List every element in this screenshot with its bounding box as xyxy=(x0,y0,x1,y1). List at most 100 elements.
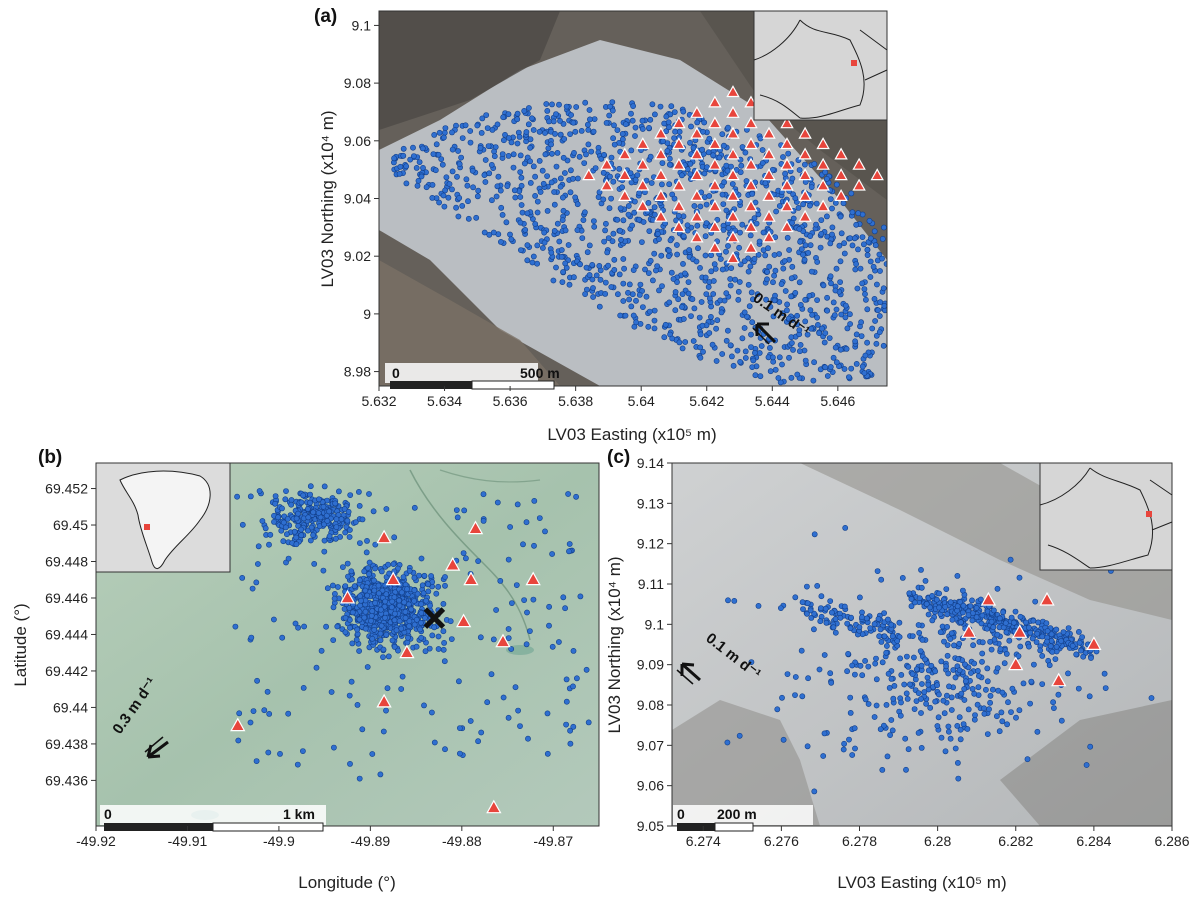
station-marker xyxy=(708,220,722,233)
icequake-point xyxy=(723,337,730,344)
icequake-point xyxy=(586,107,593,113)
station-marker xyxy=(636,199,650,212)
icequake-point xyxy=(772,267,779,274)
icequake-point xyxy=(391,155,397,162)
icequake-point xyxy=(493,193,500,200)
icequake-point xyxy=(788,374,795,381)
icequake-point xyxy=(1007,556,1014,563)
icequake-point xyxy=(800,606,806,612)
icequake-point xyxy=(560,194,566,201)
icequake-point xyxy=(510,164,517,171)
icequake-point xyxy=(282,496,289,503)
icequake-point xyxy=(560,269,566,275)
icequake-point xyxy=(527,158,533,165)
icequake-point xyxy=(378,622,385,629)
icequake-point xyxy=(440,134,447,141)
icequake-point xyxy=(556,639,562,645)
y-tick-label: 69.45 xyxy=(53,517,88,533)
icequake-point xyxy=(1050,699,1056,706)
station-marker xyxy=(744,178,758,191)
icequake-point xyxy=(765,245,771,252)
icequake-point xyxy=(310,509,317,516)
icequake-point xyxy=(952,745,959,752)
station-marker xyxy=(690,105,704,118)
icequake-point xyxy=(474,122,481,129)
icequake-point xyxy=(283,531,290,538)
icequake-point xyxy=(586,242,593,249)
station-marker xyxy=(744,137,758,150)
icequake-point xyxy=(862,658,868,664)
x-tick-label: -49.9 xyxy=(263,833,295,849)
icequake-point xyxy=(377,630,384,637)
icequake-point xyxy=(364,592,371,599)
icequake-point xyxy=(849,752,856,758)
icequake-point xyxy=(702,274,709,281)
icequake-point xyxy=(389,637,396,644)
icequake-point xyxy=(975,668,981,674)
icequake-point xyxy=(830,624,837,631)
icequake-point xyxy=(596,189,603,196)
icequake-point xyxy=(841,366,848,372)
x-tick-label: -49.89 xyxy=(351,833,391,849)
icequake-point xyxy=(832,616,839,622)
icequake-point xyxy=(320,503,327,510)
icequake-point xyxy=(871,621,878,627)
icequake-point xyxy=(380,646,387,653)
icequake-point xyxy=(581,160,588,166)
icequake-point xyxy=(859,672,866,679)
icequake-point xyxy=(687,171,694,177)
icequake-point xyxy=(739,221,746,228)
icequake-point xyxy=(305,514,312,521)
icequake-point xyxy=(949,616,956,623)
station-marker xyxy=(798,168,812,181)
station-marker xyxy=(618,147,632,160)
icequake-point xyxy=(837,279,843,285)
station-marker xyxy=(744,199,758,212)
icequake-point xyxy=(725,225,732,231)
icequake-point xyxy=(591,223,598,230)
icequake-point xyxy=(1083,762,1090,768)
icequake-point xyxy=(346,605,353,611)
icequake-point xyxy=(449,168,456,175)
y-tick-label: 69.446 xyxy=(45,590,88,606)
icequake-point xyxy=(568,112,574,118)
icequake-point xyxy=(293,515,300,522)
icequake-point xyxy=(663,128,670,135)
icequake-point xyxy=(419,145,426,152)
icequake-point xyxy=(656,287,662,294)
station-marker xyxy=(455,613,472,628)
icequake-point xyxy=(972,712,978,718)
x-marker-icon xyxy=(423,607,446,629)
icequake-point xyxy=(805,675,811,682)
icequake-point xyxy=(1051,705,1057,711)
icequake-point xyxy=(534,198,541,205)
icequake-point xyxy=(307,491,313,498)
icequake-point xyxy=(725,327,731,334)
icequake-point xyxy=(821,730,828,737)
icequake-point xyxy=(1004,721,1010,728)
icequake-point xyxy=(247,493,254,500)
icequake-point xyxy=(449,129,455,136)
icequake-point xyxy=(497,238,504,245)
icequake-point xyxy=(465,215,472,222)
station-marker xyxy=(672,137,686,150)
icequake-point xyxy=(934,682,940,689)
icequake-point xyxy=(707,295,713,302)
icequake-point xyxy=(254,677,260,684)
station-marker xyxy=(744,240,758,253)
icequake-point xyxy=(881,303,887,309)
icequake-point xyxy=(657,103,664,110)
icequake-point xyxy=(529,259,536,266)
icequake-point xyxy=(786,354,792,361)
icequake-point xyxy=(536,515,543,521)
icequake-point xyxy=(429,194,436,201)
icequake-point xyxy=(752,349,758,356)
icequake-point xyxy=(880,342,887,349)
icequake-point xyxy=(399,673,406,680)
station-marker xyxy=(780,220,794,233)
icequake-point xyxy=(752,372,759,379)
icequake-point xyxy=(531,542,537,549)
icequake-point xyxy=(824,213,830,220)
icequake-point xyxy=(371,627,378,633)
icequake-point xyxy=(329,582,336,589)
